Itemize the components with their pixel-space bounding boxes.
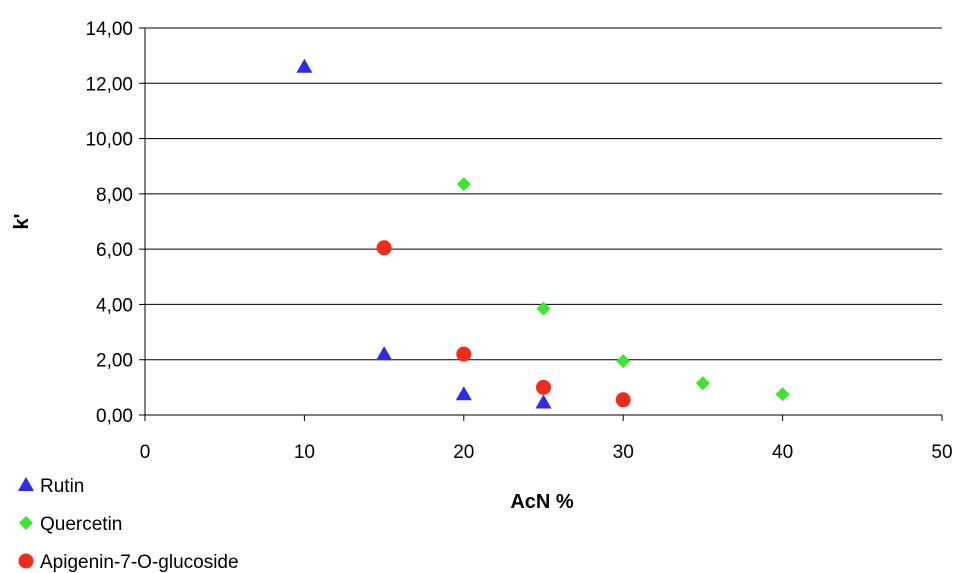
data-point — [536, 379, 551, 395]
series-quercetin — [456, 177, 790, 402]
x-axis-title: AcN % — [510, 491, 574, 513]
data-point — [536, 301, 551, 316]
data-point — [535, 394, 552, 409]
y-axis-ticks: 0,00 2,00 4,00 6,00 8,00 10,00 12,00 14,00 — [85, 19, 145, 427]
legend-label: Apigenin-7-O-glucoside — [40, 552, 239, 573]
x-tick-label: 40 — [772, 442, 793, 463]
y-tick-label: 0,00 — [96, 406, 133, 427]
x-axis-ticks: 0 10 20 30 40 50 — [140, 415, 953, 463]
series-rutin — [296, 58, 552, 409]
y-tick-label: 2,00 — [96, 351, 133, 372]
data-points — [296, 58, 790, 409]
y-tick-label: 6,00 — [96, 240, 133, 261]
data-point — [376, 240, 392, 256]
y-tick-label: 14,00 — [85, 19, 133, 40]
x-tick-label: 50 — [931, 442, 952, 463]
legend-item: Apigenin-7-O-glucoside — [18, 552, 239, 573]
legend: Rutin Quercetin Apigenin-7-O-glucoside — [18, 476, 239, 573]
data-point — [456, 346, 472, 362]
legend-marker — [18, 553, 34, 569]
x-tick-label: 30 — [613, 442, 634, 463]
data-point — [296, 58, 313, 73]
legend-label: Rutin — [40, 476, 84, 497]
x-tick-label: 0 — [140, 442, 151, 463]
grid-lines — [145, 27, 942, 361]
data-point — [615, 392, 631, 408]
legend-label: Quercetin — [40, 514, 122, 535]
legend-item: Rutin — [18, 476, 84, 497]
y-tick-label: 4,00 — [96, 295, 133, 316]
data-point — [376, 346, 393, 361]
legend-item: Quercetin — [19, 514, 122, 535]
data-point — [616, 354, 631, 369]
x-tick-label: 10 — [294, 442, 315, 463]
legend-marker — [18, 477, 34, 491]
y-tick-label: 8,00 — [96, 185, 133, 206]
data-point — [775, 387, 790, 402]
x-tick-label: 20 — [453, 442, 474, 463]
data-point — [455, 386, 472, 401]
data-point — [456, 177, 471, 192]
y-axis-title: k' — [11, 214, 33, 230]
data-point — [695, 376, 710, 391]
legend-marker — [19, 516, 33, 530]
y-tick-label: 10,00 — [85, 130, 133, 151]
y-tick-label: 12,00 — [85, 74, 133, 95]
series-apigenin-7-o-glucoside — [376, 240, 631, 408]
